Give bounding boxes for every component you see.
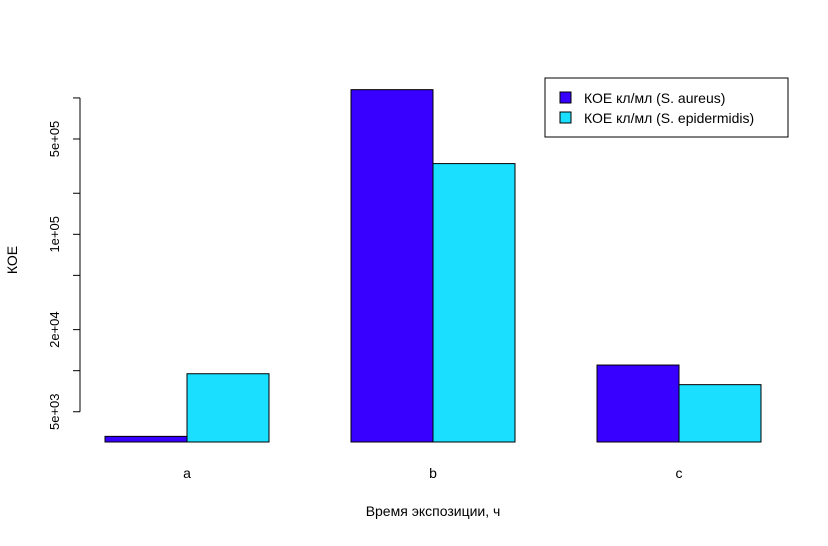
- bar-b-s-epidermidis: [432, 163, 516, 443]
- x-tick-label: b: [429, 465, 437, 481]
- legend-swatch-s-aureus: [559, 91, 572, 104]
- legend-box: [544, 77, 789, 138]
- x-tick-labels: a b c: [183, 465, 682, 481]
- bar-c-s-aureus: [596, 364, 680, 443]
- legend-label-s-epidermidis: КОЕ кл/мл (S. epidermidis): [584, 110, 754, 126]
- legend-swatch-s-epidermidis: [559, 111, 572, 124]
- y-tick-label: 5e+03: [47, 393, 62, 430]
- y-axis-title: КОЕ: [4, 246, 20, 274]
- x-tick-label: c: [676, 465, 683, 481]
- y-tick-label: 2e+04: [47, 311, 62, 348]
- bar-a-s-aureus: [104, 435, 188, 443]
- x-axis-title: Время экспозиции, ч: [366, 503, 501, 519]
- y-tick-label: 1e+05: [47, 216, 62, 253]
- legend: КОЕ кл/мл (S. aureus) КОЕ кл/мл (S. epid…: [544, 77, 789, 138]
- x-tick-label: a: [183, 465, 191, 481]
- legend-label-s-aureus: КОЕ кл/мл (S. aureus): [584, 90, 725, 106]
- bar-a-s-epidermidis: [186, 373, 270, 443]
- y-tick-label: 5e+05: [47, 121, 62, 158]
- y-axis: 5e+03 2e+04 1e+05 5e+05: [47, 97, 81, 430]
- bar-b-s-aureus: [350, 89, 434, 443]
- bars-group: [104, 89, 762, 443]
- bar-c-s-epidermidis: [678, 384, 762, 443]
